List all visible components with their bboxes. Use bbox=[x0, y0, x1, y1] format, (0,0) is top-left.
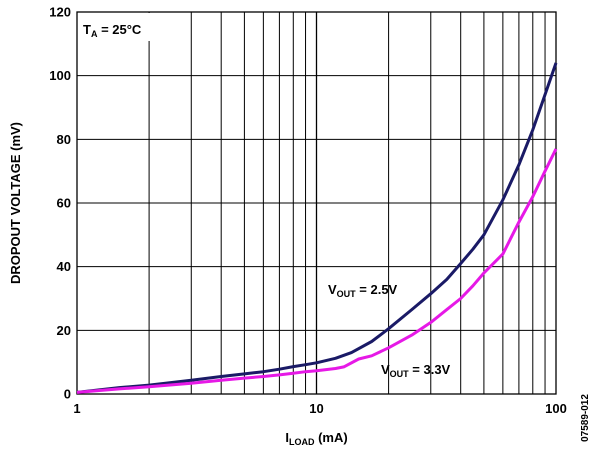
y-tick-label: 0 bbox=[64, 387, 71, 402]
x-tick-label: 1 bbox=[73, 401, 80, 416]
y-axis-label: DROPOUT VOLTAGE (mV) bbox=[8, 122, 23, 284]
series-label-3v3: VOUT = 3.3V bbox=[381, 362, 451, 379]
x-tick-labels: 1 10 100 bbox=[73, 401, 566, 416]
x-tick-label: 10 bbox=[309, 401, 323, 416]
x-axis-label: ILOAD (mA) bbox=[285, 430, 347, 447]
y-tick-label: 100 bbox=[49, 68, 71, 83]
temp-annotation-box bbox=[78, 13, 160, 41]
plot-frame bbox=[76, 11, 557, 395]
grid-lines bbox=[77, 12, 556, 394]
y-tick-labels: 0 20 40 60 80 100 120 bbox=[49, 5, 71, 402]
y-tick-label: 60 bbox=[57, 196, 71, 211]
y-tick-label: 80 bbox=[57, 132, 71, 147]
temp-annotation: TA = 25°C bbox=[83, 22, 142, 39]
y-tick-label: 20 bbox=[57, 323, 71, 338]
x-tick-label: 100 bbox=[545, 401, 567, 416]
series-lines bbox=[76, 62, 558, 394]
series-line-0 bbox=[76, 62, 558, 394]
y-tick-label: 40 bbox=[57, 259, 71, 274]
y-tick-label: 120 bbox=[49, 5, 71, 20]
series-line-1 bbox=[76, 148, 558, 394]
series-label-2v5: VOUT = 2.5V bbox=[328, 282, 398, 299]
figure-code: 07589-012 bbox=[580, 394, 591, 442]
